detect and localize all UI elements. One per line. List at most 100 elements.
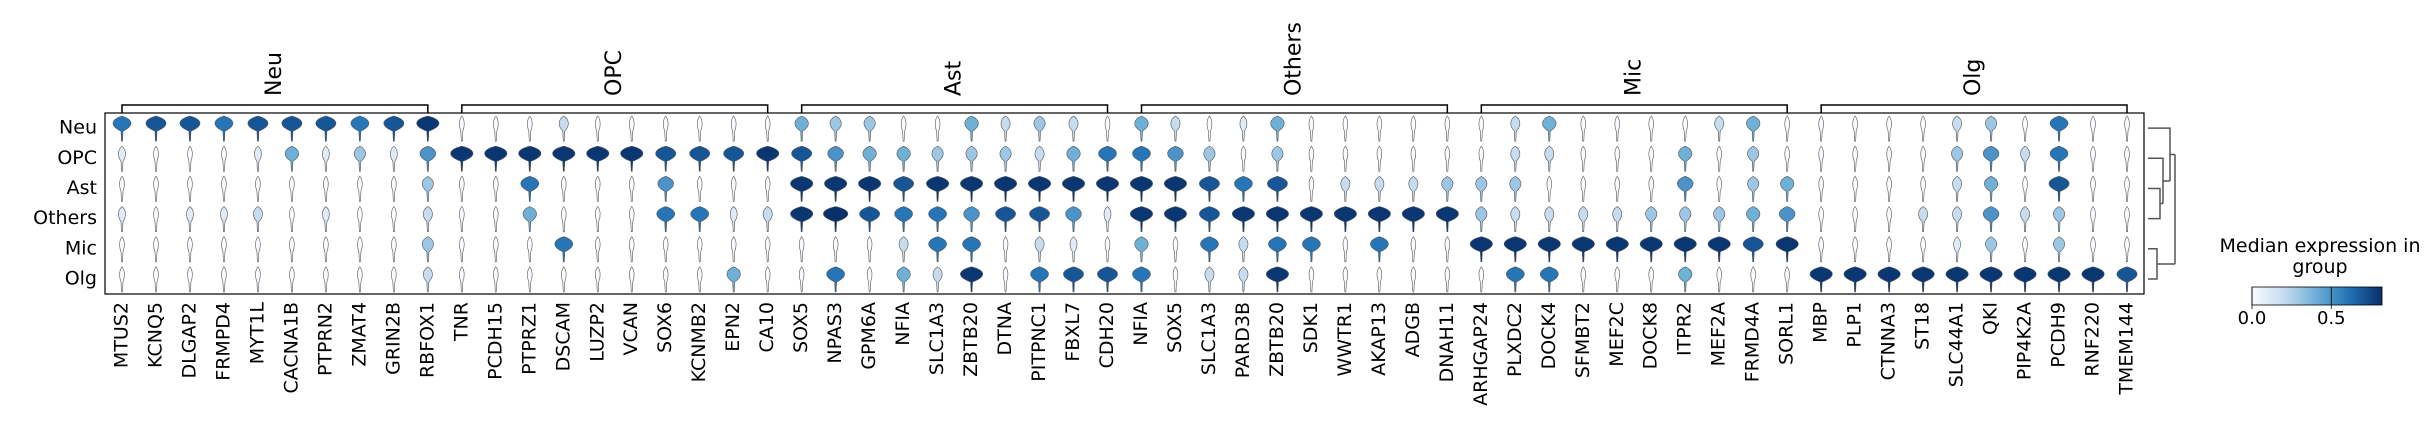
violin [1984,176,1999,202]
violin [1172,236,1179,263]
violin [1580,115,1586,142]
violin [323,175,329,202]
violin [1639,236,1663,263]
violin [2090,206,2096,232]
violin [561,206,567,232]
violin [1742,236,1764,263]
violin [391,206,397,232]
violin [119,266,125,293]
violin [2022,175,2028,202]
violin [1164,176,1187,202]
violin [1747,145,1760,172]
violin [561,266,567,293]
violin [790,176,814,202]
violin [289,266,295,293]
violin [1952,175,1962,202]
violin [1784,115,1790,142]
violin [1544,145,1555,172]
violin [357,266,363,293]
gene-label: NFIA [1130,302,1152,346]
gene-label: MYT1L [246,302,268,365]
violin [214,115,234,142]
violin [1410,145,1417,172]
violin [765,115,771,142]
violin [824,176,848,202]
gene-label: EPN2 [722,302,744,352]
violin [153,266,159,293]
violin [765,266,771,293]
violin [934,115,941,142]
violin [858,176,882,202]
gene-label: SLC44A1 [1946,302,1968,387]
violin [1746,206,1761,232]
violin [1852,236,1858,263]
gene-label: NFIA [892,302,914,346]
violin [2124,206,2130,232]
violin [357,175,363,202]
gene-label: ITPR2 [1674,302,1696,356]
gene-label: DOCK8 [1640,302,1662,369]
violin [1376,266,1383,293]
violin [1673,236,1697,263]
violin [595,175,601,202]
colorbar-label: Median expression in group [2219,235,2421,278]
violin [112,115,132,142]
violin [1441,175,1454,202]
violin [1130,176,1153,202]
row-label: Neu [59,117,97,139]
violin [289,175,295,202]
violin [1103,206,1112,232]
violin [931,145,944,172]
violin [459,115,465,142]
colorbar [2251,286,2383,306]
violin [1408,175,1419,202]
violin [1546,175,1552,202]
violin [1886,236,1892,263]
violin [1750,266,1756,293]
group-bracket [1480,104,1788,113]
violin [221,236,227,263]
violin [522,206,537,232]
violin [629,266,635,293]
violin [118,145,126,172]
group-bracket [1820,104,2128,113]
violin [1648,145,1654,172]
group-bracket [461,104,769,113]
violin [561,175,567,202]
violin [1580,145,1586,172]
gene-label: TMEM144 [2116,302,2138,396]
violin [353,145,366,172]
violin [863,115,876,142]
violin [1475,206,1488,232]
violin [1775,236,1799,263]
gene-label: DLGAP2 [178,302,200,378]
violin [493,266,499,293]
violin [1478,115,1484,142]
violin [416,115,440,142]
violin [1918,206,1928,232]
violin [1308,266,1315,293]
violin [1063,266,1084,293]
violin [1170,115,1181,142]
violin [422,206,433,232]
row-label: Ast [67,177,97,199]
violin [965,145,978,172]
violin [2053,236,2066,263]
violin [2124,175,2130,202]
gene-label: ARHGAP24 [1470,302,1492,406]
violin [1578,206,1589,232]
violin [1506,266,1525,293]
gene-label: PLXDC2 [1504,302,1526,377]
gene-label: ZBTB20 [960,302,982,377]
gene-label: AKAP13 [1368,302,1390,376]
gene-label: KCNQ5 [144,302,166,368]
gene-label: LUZP2 [586,302,608,362]
group-bracket [121,104,429,113]
violin [1132,266,1151,293]
violin [1268,236,1287,263]
violin [1333,206,1357,232]
violin [1779,206,1796,232]
violin [1886,115,1892,142]
violin [1503,236,1527,263]
violin [1376,115,1383,142]
